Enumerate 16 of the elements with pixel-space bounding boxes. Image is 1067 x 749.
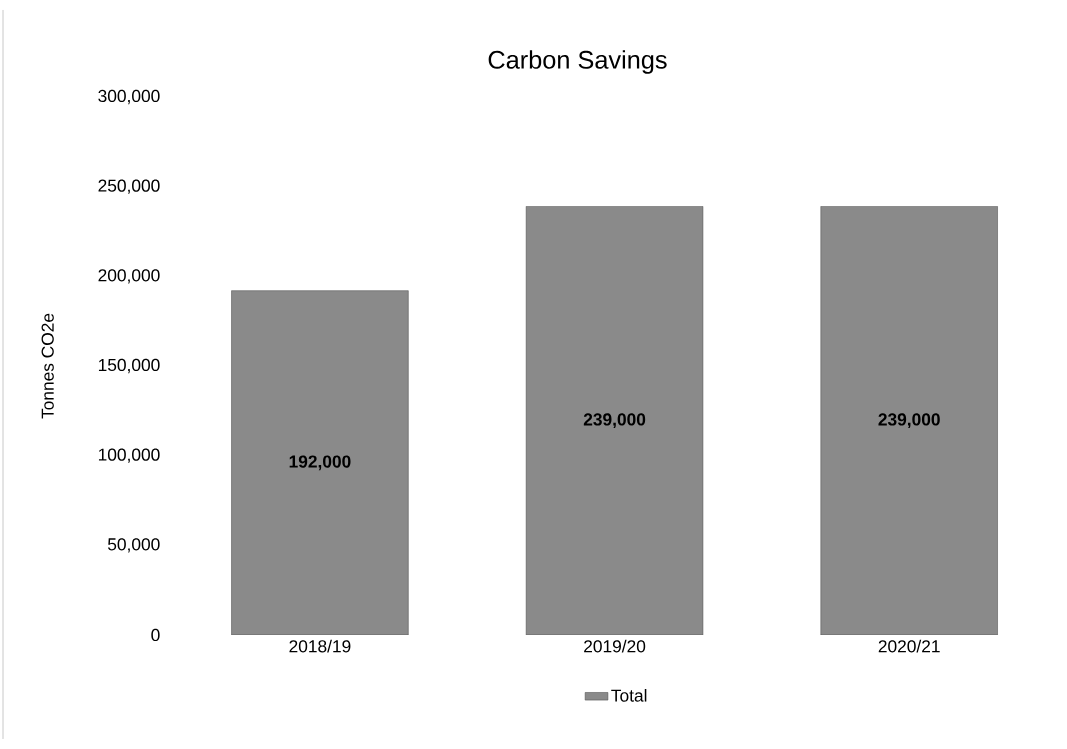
x-tick-label: 2020/21 bbox=[878, 639, 940, 653]
chart-title: Carbon Savings bbox=[488, 50, 667, 74]
legend-label: Total bbox=[611, 689, 647, 702]
y-tick-label: 100,000 bbox=[98, 448, 160, 463]
y-tick-label: 300,000 bbox=[98, 89, 160, 105]
data-label: 192,000 bbox=[289, 455, 351, 471]
y-tick-label: 200,000 bbox=[98, 269, 160, 284]
data-label: 239,000 bbox=[583, 413, 646, 429]
y-axis-title: Tonnes CO2e bbox=[41, 313, 54, 419]
x-tick-label: 2018/19 bbox=[289, 639, 351, 653]
y-tick-label: 0 bbox=[151, 628, 160, 642]
y-tick-label: 250,000 bbox=[98, 179, 160, 194]
y-tick-label: 150,000 bbox=[98, 358, 160, 374]
data-label: 239,000 bbox=[878, 413, 940, 429]
y-tick-label: 50,000 bbox=[107, 538, 160, 553]
x-tick-label: 2019/20 bbox=[584, 639, 646, 653]
